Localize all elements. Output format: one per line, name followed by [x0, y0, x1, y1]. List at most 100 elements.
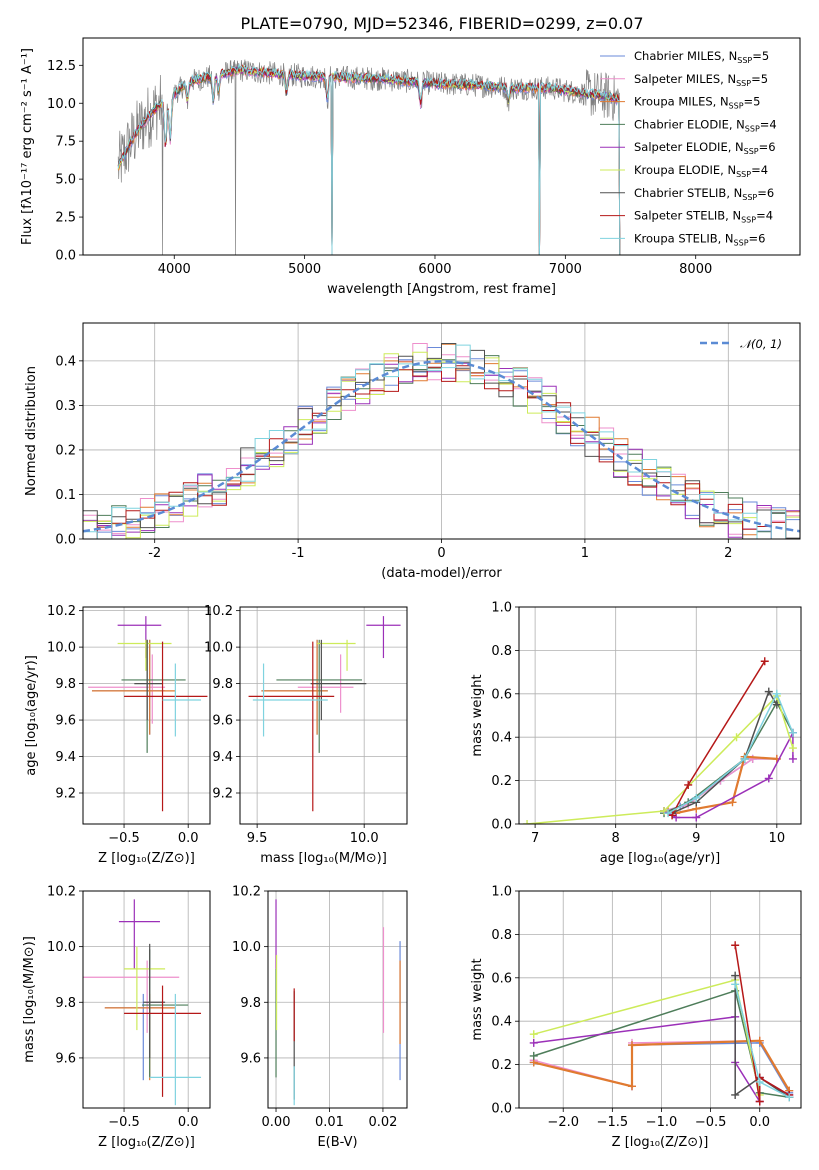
- y-tick-label: 9.2: [55, 787, 76, 802]
- model-spectrum: [117, 66, 621, 255]
- y-tick-label: 0.8: [491, 644, 512, 659]
- legend-entry: Kroupa STELIB, NSSP=6: [634, 231, 765, 247]
- y-tick-label: 9.8: [55, 996, 76, 1011]
- x-axis-label: mass [log₁₀(M/M⊙)]: [260, 851, 387, 866]
- axes-frame: [82, 890, 211, 1109]
- legend-entry: Chabrier STELIB, NSSP=6: [634, 186, 774, 202]
- x-tick-label: 0.01: [315, 1115, 344, 1130]
- weight-marker: [764, 687, 773, 696]
- x-tick-label: 9.5: [247, 831, 268, 846]
- x-tick-label: 7000: [549, 262, 582, 277]
- plot-area: [117, 59, 621, 255]
- weight-marker: [664, 809, 673, 818]
- x-axis-label: E(B-V): [317, 1135, 357, 1150]
- x-tick-label: 2: [724, 546, 732, 561]
- residual-histogram: [83, 365, 800, 539]
- y-tick-label: 0.6: [491, 687, 512, 702]
- y-tick-label: 0.3: [55, 399, 76, 414]
- residual-histogram: [83, 344, 800, 539]
- y-tick-label: 12.5: [47, 59, 76, 74]
- y-tick-label: 0.0: [491, 1102, 512, 1117]
- weight-marker: [755, 1077, 764, 1086]
- y-tick-label: 9.8: [212, 677, 233, 692]
- y-tick-label: 9.6: [240, 1051, 261, 1066]
- y-tick-label: 0.6: [491, 971, 512, 986]
- x-tick-label: 0: [437, 546, 445, 561]
- weight-marker: [692, 813, 701, 822]
- weight-marker: [785, 1093, 794, 1102]
- weight-marker: [755, 1097, 764, 1106]
- plot-area: [83, 891, 210, 1108]
- legend-entry: 𝒩(0, 1): [740, 337, 782, 351]
- y-tick-label: 0.2: [55, 443, 76, 458]
- weight-marker: [692, 793, 701, 802]
- y-tick-label: 10.0: [47, 940, 76, 955]
- x-tick-label: -1: [292, 546, 305, 561]
- normal-curve: [83, 360, 800, 533]
- x-tick-label: −1.5: [597, 1115, 629, 1130]
- panel-age_vs_mass: 9.5 10.0 9.2 9.4 9.6 9.8 10.0 10.2 mass [log₁₀(M…: [204, 604, 408, 866]
- y-tick-label: 9.4: [55, 750, 76, 765]
- weight-marker: [684, 780, 693, 789]
- y-tick-label: 0.0: [55, 249, 76, 264]
- panel-mass_vs_Z: −0.5 0.0 9.6 9.8 10.0 10.2 Z [log₁₀(Z/Z⊙)] mass…: [22, 885, 211, 1150]
- observed-spectrum: [117, 59, 621, 255]
- weight-marker: [731, 971, 740, 980]
- y-tick-label: 10.0: [47, 641, 76, 656]
- y-tick-label: 9.6: [212, 714, 233, 729]
- y-tick-label: 1.0: [491, 601, 512, 616]
- x-tick-label: 4000: [158, 262, 191, 277]
- weight-marker: [764, 774, 773, 783]
- legend-entry: Chabrier ELODIE, NSSP=4: [634, 117, 777, 133]
- x-tick-label: 8000: [679, 262, 712, 277]
- legend-entry: Chabrier MILES, NSSP=5: [634, 49, 769, 65]
- weight-line: [663, 732, 794, 819]
- legend: 𝒩(0, 1): [700, 337, 782, 351]
- weight-marker: [772, 689, 781, 698]
- legend-entry: Salpeter MILES, NSSP=5: [634, 72, 768, 88]
- y-axis-label: Flux [fλ10⁻¹⁷ erg cm⁻² s⁻¹ A⁻¹]: [20, 48, 35, 245]
- weight-marker: [627, 1041, 636, 1050]
- y-tick-label: 0.4: [55, 354, 76, 369]
- panel-weight_vs_age: 7 8 9 10 0.0 0.2 0.4 0.6 0.8 1.0 age [log₁₀(age/yr…: [470, 601, 802, 866]
- axes-frame: [82, 37, 801, 256]
- x-tick-label: 1: [581, 546, 589, 561]
- y-axis-label: mass [log₁₀(M/M⊙)]: [22, 936, 37, 1063]
- y-tick-label: 5.0: [55, 173, 76, 188]
- x-tick-label: -2: [148, 546, 161, 561]
- weight-line: [667, 691, 794, 814]
- y-tick-label: 1.0: [491, 885, 512, 900]
- y-tick-label: 10.0: [232, 940, 261, 955]
- weight-line: [663, 758, 777, 812]
- axes-frame: [239, 606, 408, 825]
- y-axis-label: age [log₁₀(age/yr)]: [24, 655, 39, 776]
- y-tick-label: 9.6: [55, 1051, 76, 1066]
- y-tick-label: 0.2: [491, 1058, 512, 1073]
- x-tick-label: −1.0: [646, 1115, 678, 1130]
- x-tick-label: 0.00: [262, 1115, 291, 1130]
- y-tick-label: 0.1: [55, 488, 76, 503]
- axes-frame: [267, 890, 408, 1109]
- weight-marker: [732, 733, 741, 742]
- y-tick-label: 0.0: [491, 818, 512, 833]
- weight-line: [671, 689, 778, 814]
- legend: Chabrier MILES, NSSP=5 Salpeter MILES, NS…: [600, 49, 777, 247]
- y-tick-label: 10.2: [47, 885, 76, 900]
- chart-title: PLATE=0790, MJD=52346, FIBERID=0299, z=0…: [240, 14, 643, 33]
- model-spectrum: [117, 66, 621, 255]
- panel-spectrum: 4000 5000 6000 7000 8000 0.0 2.5 5.0 7.5 10.0 12.5…: [20, 37, 801, 297]
- y-axis-label: Normed distribution: [24, 366, 39, 496]
- weight-marker: [740, 754, 749, 763]
- y-tick-label: 10.0: [47, 97, 76, 112]
- panel-weight_vs_Z: −2.0 −1.5 −1.0 −0.5 0.0 0.0 0.2 0.4 0.6 0.8 1.0 Z […: [470, 885, 802, 1150]
- model-spectrum: [117, 66, 621, 255]
- x-axis-label: (data-model)/error: [381, 566, 502, 581]
- weight-line: [671, 660, 766, 816]
- y-axis-label: mass weight: [470, 958, 485, 1040]
- weight-marker: [672, 813, 681, 822]
- x-tick-label: 0.0: [178, 1115, 199, 1130]
- weight-marker: [755, 1036, 764, 1045]
- legend-entry: Salpeter STELIB, NSSP=4: [634, 209, 773, 225]
- y-tick-label: 9.8: [55, 677, 76, 692]
